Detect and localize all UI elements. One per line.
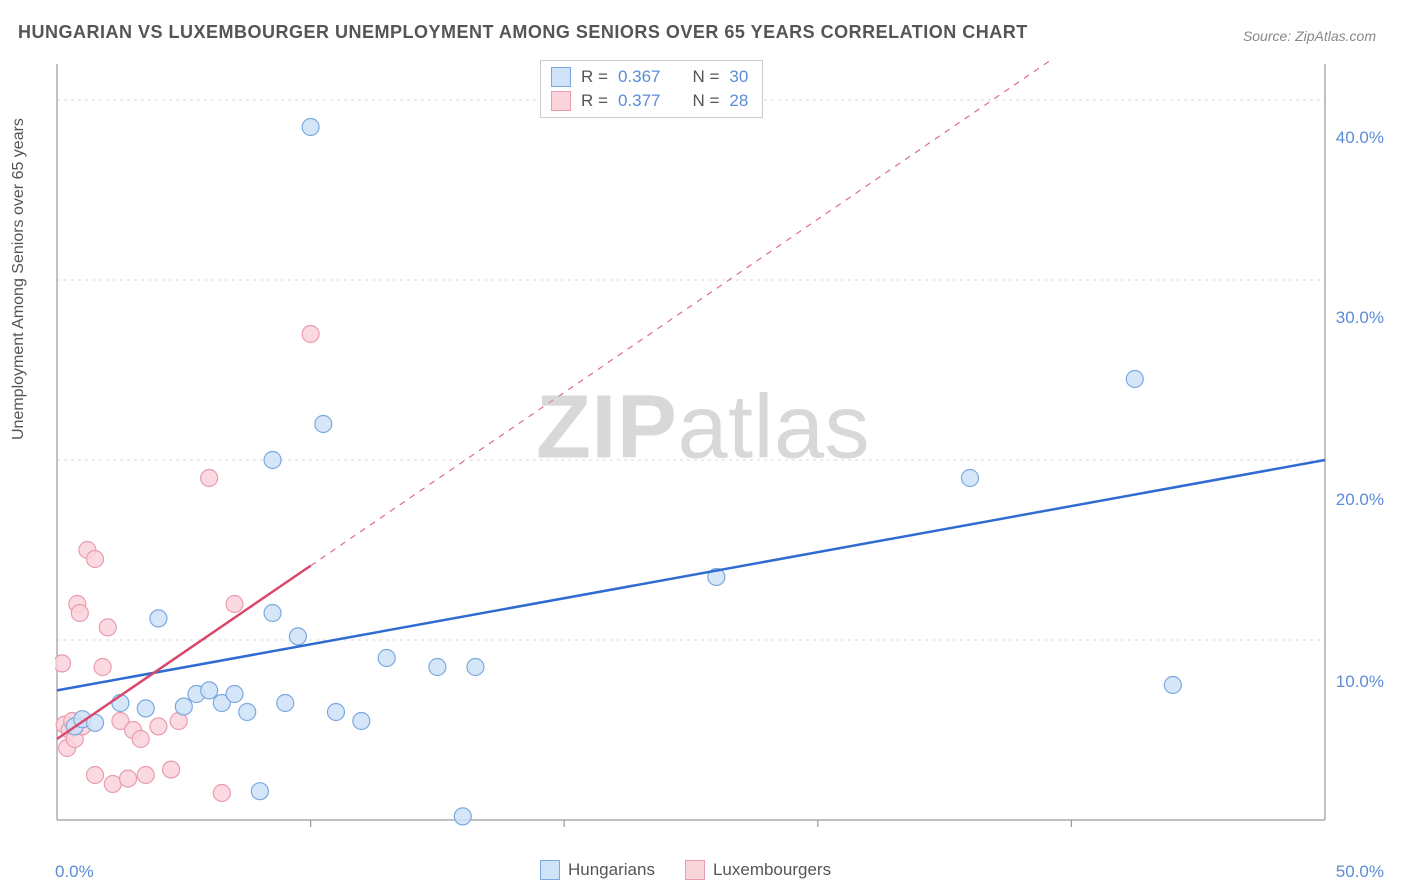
y-tick-label: 30.0% <box>1336 308 1384 328</box>
n-value: 28 <box>729 91 748 111</box>
y-tick-label: 20.0% <box>1336 490 1384 510</box>
legend-item-hungarians: Hungarians <box>540 860 655 880</box>
scatter-plot <box>55 58 1385 838</box>
legend-swatch-blue <box>540 860 560 880</box>
legend-item-luxembourgers: Luxembourgers <box>685 860 831 880</box>
n-label: N = <box>692 91 719 111</box>
y-axis-label: Unemployment Among Seniors over 65 years <box>10 118 28 440</box>
n-label: N = <box>692 67 719 87</box>
series-legend: Hungarians Luxembourgers <box>540 860 831 880</box>
r-value: 0.367 <box>618 67 661 87</box>
legend-label: Luxembourgers <box>713 860 831 880</box>
legend-swatch-blue <box>551 67 571 87</box>
legend-row-hungarians: R = 0.367 N = 30 <box>551 65 748 89</box>
r-value: 0.377 <box>618 91 661 111</box>
y-tick-label: 10.0% <box>1336 672 1384 692</box>
correlation-legend: R = 0.367 N = 30 R = 0.377 N = 28 <box>540 60 763 118</box>
source-attribution: Source: ZipAtlas.com <box>1243 28 1376 44</box>
y-tick-label: 40.0% <box>1336 128 1384 148</box>
x-axis-max-label: 50.0% <box>1336 862 1384 882</box>
chart-title: HUNGARIAN VS LUXEMBOURGER UNEMPLOYMENT A… <box>18 22 1028 43</box>
legend-swatch-pink <box>551 91 571 111</box>
chart-svg <box>55 58 1385 838</box>
r-label: R = <box>581 91 608 111</box>
legend-swatch-pink <box>685 860 705 880</box>
legend-label: Hungarians <box>568 860 655 880</box>
n-value: 30 <box>729 67 748 87</box>
legend-row-luxembourgers: R = 0.377 N = 28 <box>551 89 748 113</box>
x-axis-min-label: 0.0% <box>55 862 94 882</box>
r-label: R = <box>581 67 608 87</box>
